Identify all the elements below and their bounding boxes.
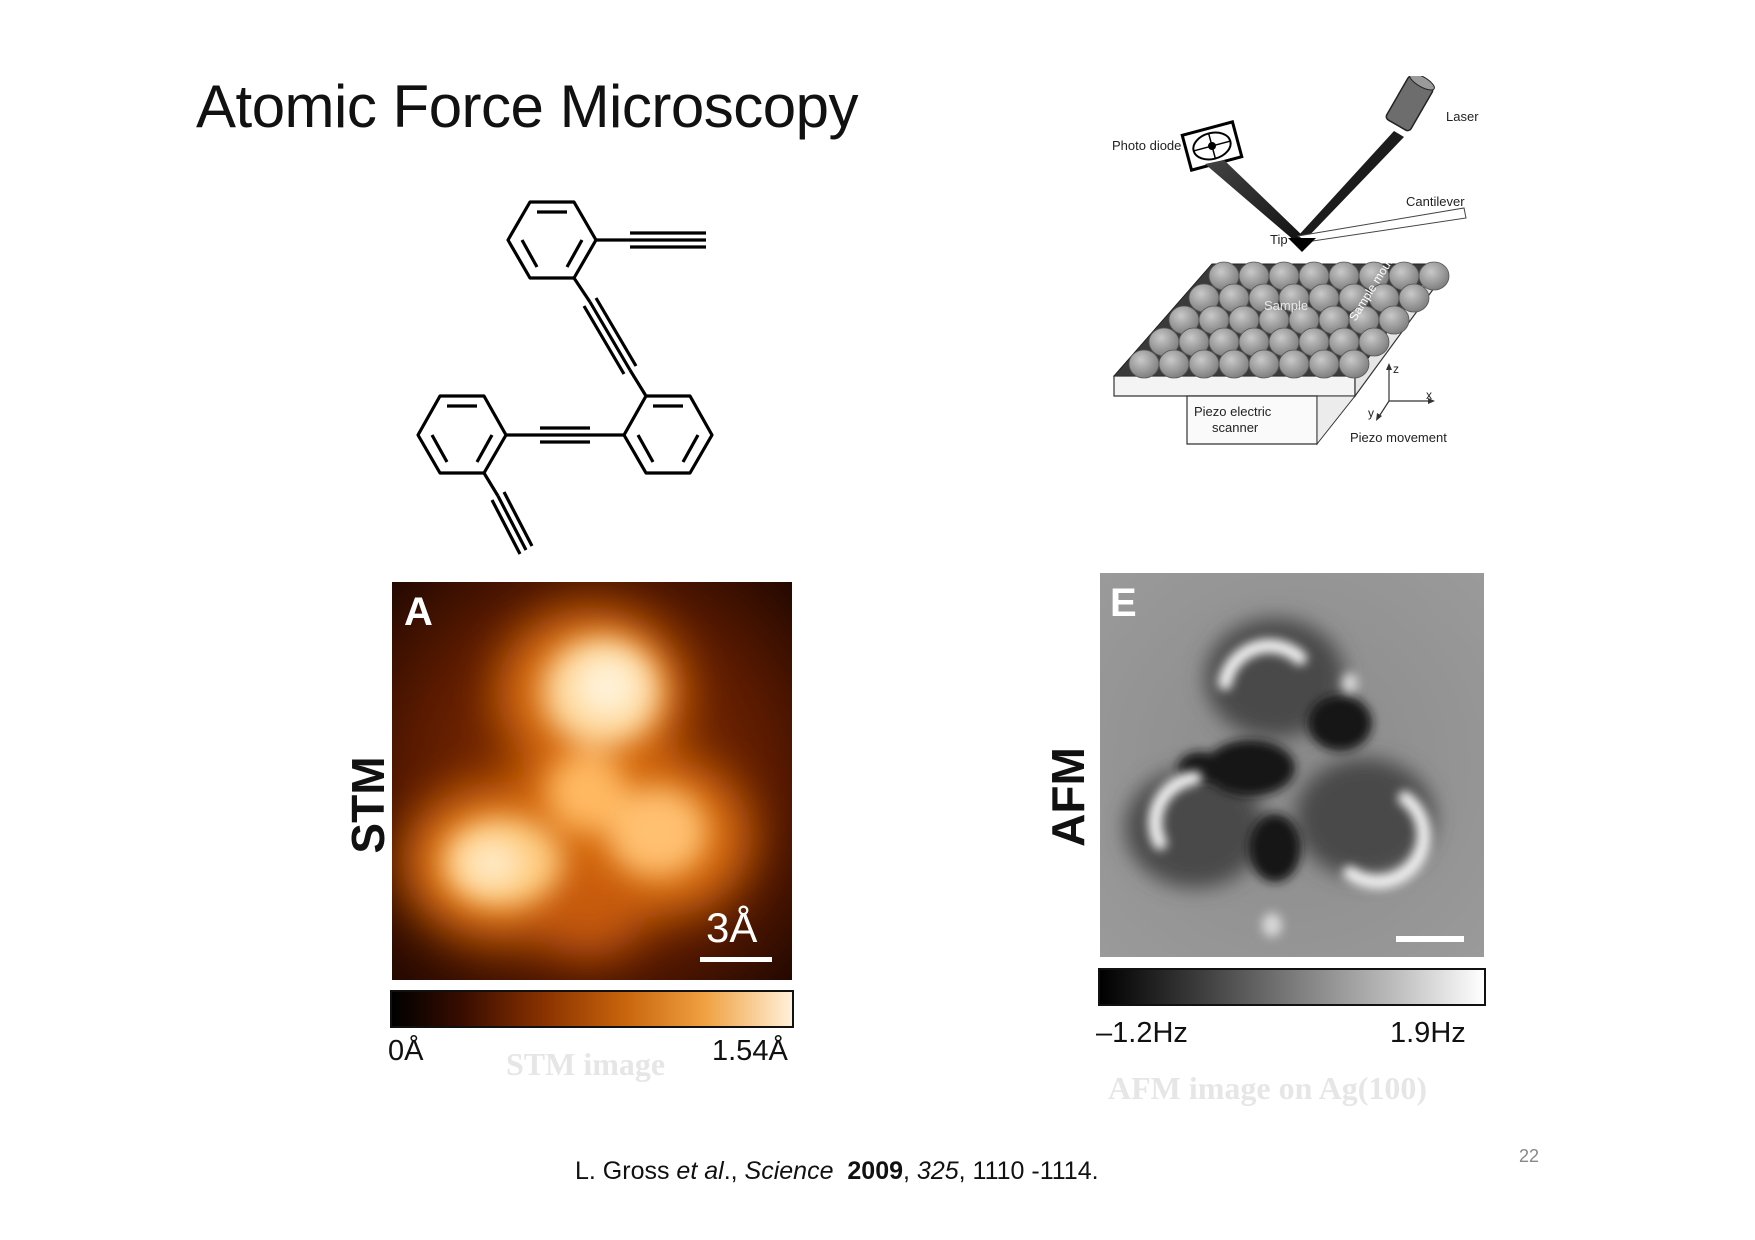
sample-label: Sample bbox=[1264, 298, 1309, 313]
piezo-scanner-label-1: Piezo electric bbox=[1194, 404, 1272, 419]
sample-atom bbox=[1398, 283, 1430, 313]
cantilever-label: Cantilever bbox=[1406, 194, 1465, 209]
stm-image: A 3Å bbox=[392, 582, 792, 980]
citation-volume: 325 bbox=[916, 1157, 959, 1185]
piezo-scanner-label-2: scanner bbox=[1212, 420, 1259, 435]
sample-atom bbox=[1128, 349, 1160, 379]
citation-year: 2009 bbox=[847, 1157, 904, 1185]
afm-colorbar-max: 1.9Hz bbox=[1390, 1017, 1466, 1049]
afm-colorbar-min: –1.2Hz bbox=[1096, 1017, 1188, 1049]
axis-y-label: y bbox=[1368, 406, 1374, 420]
sample-atom bbox=[1338, 349, 1370, 379]
stm-colorbar bbox=[390, 990, 794, 1028]
stm-scale-bar-label: 3Å bbox=[706, 904, 758, 951]
citation-etal: et al bbox=[676, 1157, 724, 1185]
stm-panel-letter: A bbox=[404, 590, 433, 634]
sample-atom bbox=[1248, 349, 1280, 379]
sample-atom bbox=[1278, 349, 1310, 379]
afm-image: E bbox=[1100, 573, 1484, 957]
citation-sep2: , bbox=[903, 1157, 917, 1185]
molecule-structure-diagram bbox=[416, 200, 714, 555]
sample-atom bbox=[1188, 349, 1220, 379]
sample-atom bbox=[1418, 261, 1450, 291]
axis-x-label: x bbox=[1426, 388, 1432, 402]
afm-panel-letter: E bbox=[1110, 581, 1137, 625]
stm-side-label: STM bbox=[342, 756, 394, 854]
sample-atom bbox=[1218, 349, 1250, 379]
sample-atom bbox=[1158, 349, 1190, 379]
stm-colorbar-min: 0Å bbox=[388, 1035, 424, 1067]
afm-colorbar bbox=[1098, 968, 1486, 1006]
citation: L. Gross et al., Science 2009, 325, 1110… bbox=[575, 1157, 1099, 1186]
sample-atom bbox=[1308, 349, 1340, 379]
sample-atom bbox=[1358, 327, 1390, 357]
afm-caption: AFM image on Ag(100) bbox=[1108, 1070, 1428, 1106]
slide-title: Atomic Force Microscopy bbox=[196, 73, 858, 140]
citation-pages: , 1110 -1114. bbox=[958, 1157, 1099, 1185]
axis-z-label: z bbox=[1393, 362, 1399, 376]
stm-caption: STM image bbox=[506, 1046, 666, 1082]
tip-label: Tip bbox=[1270, 232, 1288, 247]
afm-side-label: AFM bbox=[1042, 747, 1094, 847]
citation-sep1: ., bbox=[723, 1157, 745, 1185]
afm-setup-schematic: Photo diode Laser Cantilever Tip Sample … bbox=[1112, 76, 1488, 456]
citation-authors: L. Gross bbox=[575, 1157, 677, 1185]
page-number: 22 bbox=[1519, 1146, 1540, 1166]
sample-atom bbox=[1378, 305, 1410, 335]
stm-colorbar-max: 1.54Å bbox=[712, 1035, 788, 1067]
piezo-movement-label: Piezo movement bbox=[1350, 430, 1447, 445]
photo-diode-label: Photo diode bbox=[1112, 138, 1182, 153]
laser-label: Laser bbox=[1446, 109, 1479, 124]
citation-journal: Science bbox=[744, 1157, 834, 1185]
